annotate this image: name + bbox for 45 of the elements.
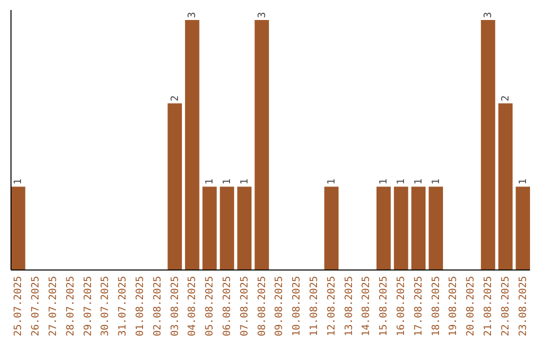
data-label: 1 — [518, 178, 529, 185]
x-tick-label: 01.08.2025 — [134, 276, 146, 336]
x-tick-label: 15.08.2025 — [378, 276, 390, 336]
x-tick-label: 03.08.2025 — [170, 276, 181, 336]
x-tick-label: 07.08.2025 — [239, 276, 250, 336]
data-label: 1 — [13, 178, 24, 185]
x-tick-label: 31.07.2025 — [118, 276, 129, 336]
x-tick-label: 19.08.2025 — [448, 276, 460, 336]
x-tick-label: 22.08.2025 — [500, 276, 512, 336]
x-tick-label: 16.08.2025 — [396, 276, 408, 336]
x-tick-label: 20.08.2025 — [466, 276, 477, 336]
x-tick-label: 14.08.2025 — [361, 276, 372, 336]
x-tick-label: 17.08.2025 — [413, 276, 424, 336]
data-label: 1 — [326, 178, 338, 185]
x-tick-label: 06.08.2025 — [222, 276, 233, 336]
x-tick-label: 25.07.2025 — [13, 276, 24, 336]
x-tick-label: 29.07.2025 — [82, 276, 94, 336]
data-label: 1 — [396, 178, 408, 185]
data-label: 1 — [378, 178, 390, 185]
x-tick-label: 26.07.2025 — [30, 276, 42, 336]
data-label: 3 — [187, 12, 198, 18]
x-tick-label: 02.08.2025 — [152, 276, 164, 336]
data-label: 3 — [483, 12, 494, 18]
data-label: 1 — [239, 178, 250, 185]
x-tick-label: 12.08.2025 — [326, 276, 338, 336]
x-tick-label: 08.08.2025 — [256, 276, 268, 336]
x-tick-label: 11.08.2025 — [309, 276, 320, 336]
x-tick-label: 18.08.2025 — [430, 276, 442, 336]
x-tick-label: 09.08.2025 — [274, 276, 286, 336]
x-tick-label: 28.07.2025 — [65, 276, 76, 336]
data-label: 1 — [204, 178, 216, 185]
x-tick-label: 27.07.2025 — [48, 276, 59, 336]
x-tick-label: 05.08.2025 — [204, 276, 216, 336]
data-label: 2 — [170, 95, 181, 102]
data-label: 1 — [222, 178, 233, 185]
x-tick-label: 23.08.2025 — [518, 276, 529, 336]
data-label: 2 — [500, 95, 512, 102]
x-tick-label: 10.08.2025 — [292, 276, 303, 336]
x-tick-label: 21.08.2025 — [483, 276, 494, 336]
x-tick-label: 30.07.2025 — [100, 276, 112, 336]
data-label: 1 — [413, 178, 424, 185]
x-tick-label: 04.08.2025 — [187, 276, 198, 336]
data-label: 1 — [430, 178, 442, 185]
x-tick-label: 13.08.2025 — [344, 276, 355, 336]
data-label: 3 — [256, 12, 268, 18]
